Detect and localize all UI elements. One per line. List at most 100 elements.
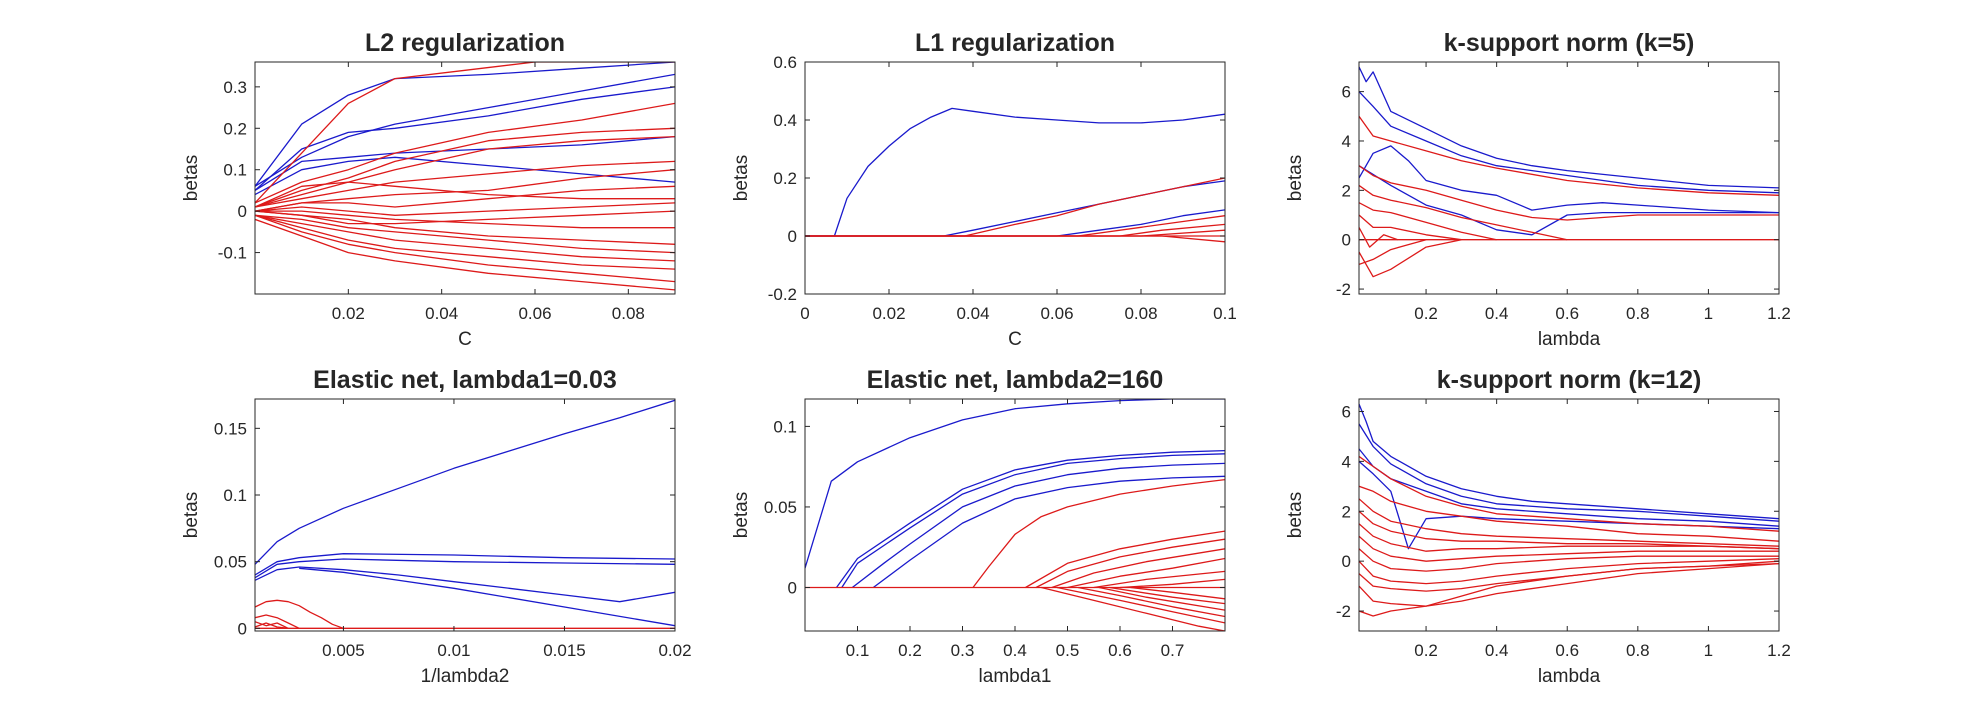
y-tick-label: 6 (1342, 83, 1351, 102)
x-tick-label: 0.2 (1414, 304, 1438, 323)
series-line-5 (255, 156, 675, 196)
series-line-5 (872, 475, 1225, 589)
x-tick-label: 0.1 (1213, 304, 1237, 323)
y-axis-label: betas (731, 155, 752, 201)
y-tick-label: 0 (788, 227, 797, 246)
series-line-5 (1359, 115, 1779, 196)
x-tick-label: 0.6 (1108, 641, 1132, 660)
y-tick-label: -2 (1336, 280, 1351, 299)
x-tick-label: 0.5 (1056, 641, 1080, 660)
x-tick-label: 0.08 (1124, 304, 1157, 323)
x-tick-label: 0.2 (898, 641, 922, 660)
subplot-2: 0 0.02 0.04 0.06 0.08 0.1-0.200.20.40.6L1 reg… (731, 29, 1237, 350)
series-line-14 (255, 210, 675, 229)
series-line-19 (255, 214, 675, 283)
axes-frame (1358, 398, 1780, 632)
y-tick-label: 2 (1342, 502, 1351, 521)
x-tick-label: 0.1 (846, 641, 870, 660)
series-line-14 (1359, 562, 1779, 607)
series-line-7 (1359, 498, 1779, 547)
x-tick-label: 0.015 (543, 641, 586, 660)
x-tick-label: 0.4 (1003, 641, 1027, 660)
y-tick-label: 4 (1342, 452, 1351, 471)
x-axis-label: lambda (1538, 666, 1601, 687)
y-tick-label: -2 (1336, 602, 1351, 621)
series-line-5 (299, 567, 675, 627)
y-tick-label: 0.1 (223, 486, 247, 505)
series-line-6 (972, 478, 1225, 588)
series-line-3 (255, 86, 675, 191)
series-line-1 (255, 399, 675, 565)
series-group (255, 62, 675, 291)
series-line-8 (1035, 538, 1225, 589)
y-tick-label: 0 (788, 579, 797, 598)
y-tick-label: 0.15 (214, 419, 247, 438)
series-line-22 (255, 210, 675, 225)
series-line-4 (255, 566, 675, 603)
x-tick-label: 0.4 (1485, 641, 1509, 660)
series-line-12 (1359, 227, 1399, 248)
series-line-2 (1359, 423, 1779, 522)
y-tick-label: -0.1 (218, 244, 247, 263)
series-group (805, 399, 1225, 631)
axes-frame (804, 61, 1226, 295)
x-tick-label: 0.8 (1626, 304, 1650, 323)
series-line-7 (1025, 530, 1225, 589)
series-line-11 (1359, 548, 1779, 572)
series-line-11 (1359, 239, 1427, 266)
y-tick-label: 0 (238, 619, 247, 638)
series-line-5 (805, 215, 1225, 237)
x-tick-label: 0.08 (612, 304, 645, 323)
series-line-15 (1359, 560, 1779, 617)
subplot-3: 0.2 0.4 0.6 0.8 1 1.2 -2 0 2 4 6 k-support norm (k=… (1285, 29, 1791, 350)
x-axis-label: lambda (1538, 329, 1601, 350)
series-line-1 (255, 62, 675, 187)
x-tick-label: 1.2 (1767, 304, 1791, 323)
x-tick-label: 0.06 (518, 304, 551, 323)
x-tick-label: 0.04 (956, 304, 989, 323)
series-line-8 (805, 235, 1225, 243)
series-line-12 (1119, 578, 1225, 589)
series-line-20 (255, 218, 675, 291)
series-line-21 (255, 181, 675, 208)
y-tick-label: 0 (238, 202, 247, 221)
series-line-2 (1359, 91, 1779, 194)
series-line-8 (1359, 202, 1497, 241)
x-tick-label: 0 (800, 304, 809, 323)
series-line-12 (255, 185, 675, 212)
x-tick-label: 0.3 (951, 641, 975, 660)
y-tick-label: 0.2 (773, 169, 797, 188)
series-line-5 (1359, 455, 1779, 532)
series-line-2 (805, 180, 1225, 237)
chart-title: k-support norm (k=12) (1437, 366, 1702, 394)
y-axis-label: betas (1285, 492, 1306, 538)
y-tick-label: 6 (1342, 402, 1351, 421)
y-tick-label: 0.6 (773, 53, 797, 72)
series-line-3 (805, 209, 1225, 237)
series-line-8 (1359, 510, 1779, 550)
y-axis-label: betas (181, 155, 202, 201)
series-line-8 (255, 127, 675, 208)
x-tick-label: 0.005 (322, 641, 365, 660)
x-tick-label: 0.4 (1485, 304, 1509, 323)
series-line-16 (1109, 586, 1225, 605)
series-line-9 (1359, 523, 1779, 552)
series-line-9 (1051, 548, 1225, 589)
series-line-9 (255, 135, 675, 208)
series-line-7 (255, 614, 300, 629)
series-line-10 (1067, 557, 1225, 589)
y-axis-label: betas (731, 492, 752, 538)
series-line-1 (1359, 66, 1779, 189)
x-axis-label: 1/lambda2 (421, 666, 510, 687)
series-line-6 (1359, 165, 1779, 221)
series-line-1 (805, 399, 1225, 569)
x-axis-label: C (458, 329, 472, 350)
series-line-6 (255, 599, 344, 629)
x-tick-label: 0.02 (332, 304, 365, 323)
series-line-6 (255, 62, 675, 204)
subplot-1: 0.02 0.04 0.06 0.08 -0.1 0 0.1 0.2 0.3 L2 regular… (181, 29, 676, 350)
x-tick-label: 0.06 (1040, 304, 1073, 323)
series-line-7 (805, 229, 1225, 237)
series-line-10 (1359, 239, 1462, 278)
x-tick-label: 0.04 (425, 304, 458, 323)
